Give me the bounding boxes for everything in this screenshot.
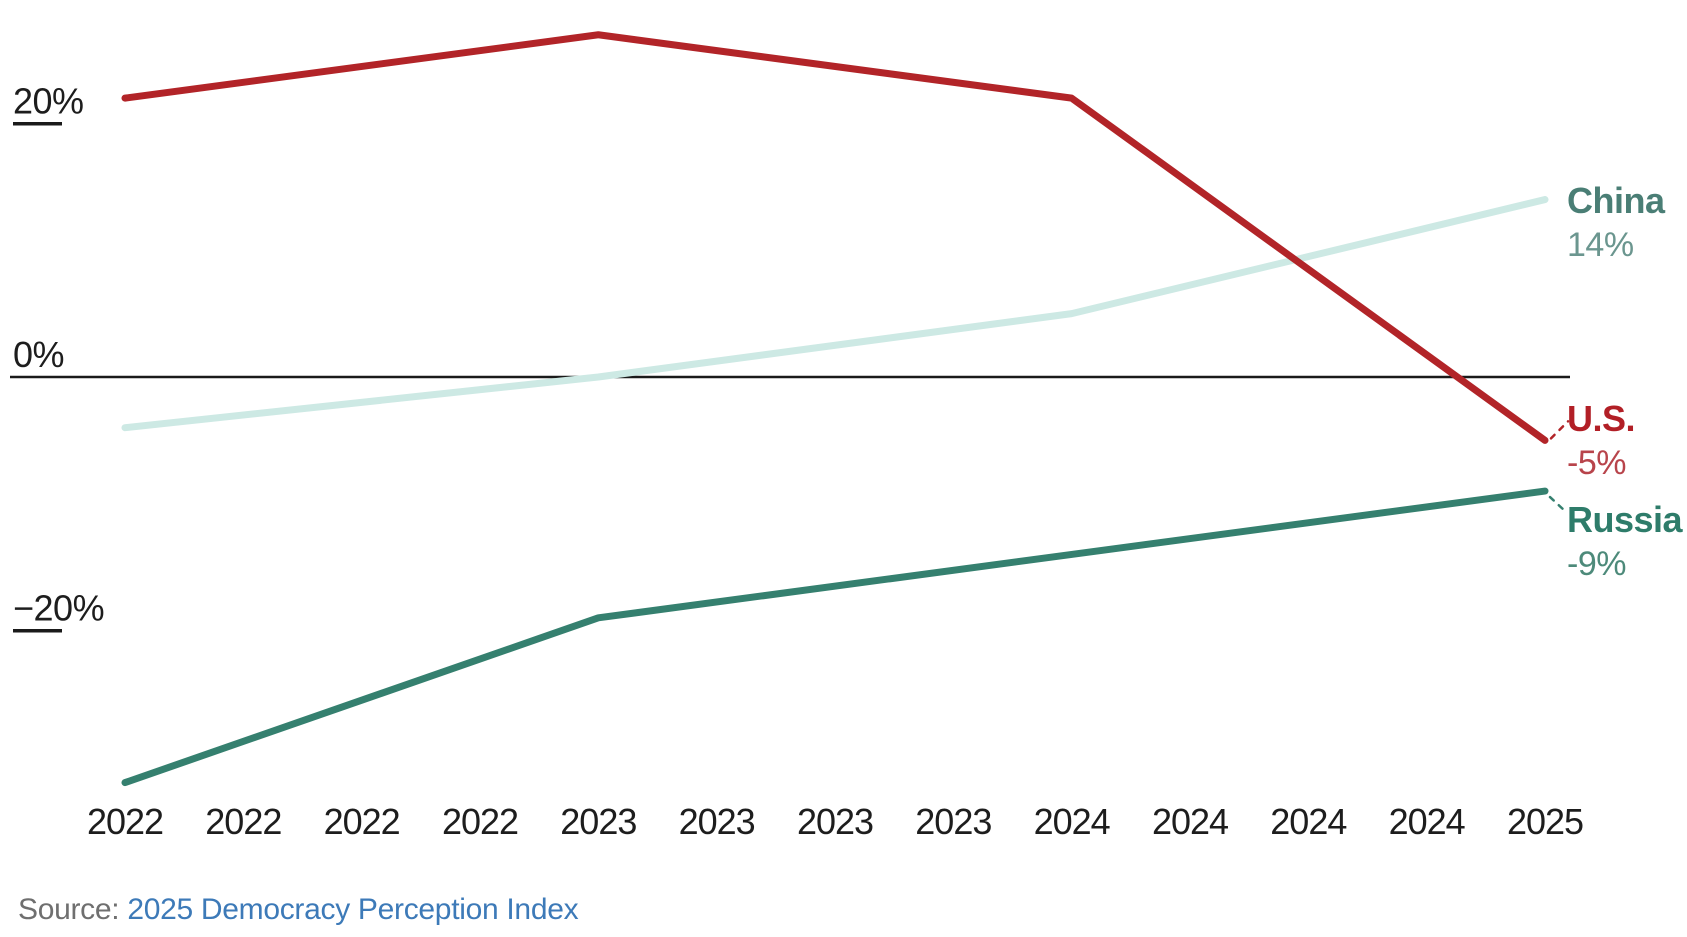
leader-line-us <box>1549 420 1570 440</box>
x-tick-label: 2022 <box>205 801 281 842</box>
series-name-us: U.S. <box>1567 398 1636 439</box>
series-line-china <box>121 196 1549 432</box>
series-name-china: China <box>1567 180 1665 221</box>
y-tick-mark <box>13 629 62 633</box>
x-tick-label: 2023 <box>679 801 755 842</box>
series-value-us: -5% <box>1567 444 1626 482</box>
series-name-russia: Russia <box>1567 499 1683 540</box>
x-tick-label: 2022 <box>324 801 400 842</box>
y-tick-label: −20% <box>13 588 104 629</box>
x-tick-label: 2024 <box>1270 801 1346 842</box>
x-tick-label: 2023 <box>797 801 873 842</box>
chart-svg: 20% 0% −20% 2022 2022 2022 2022 2023 2023 2023 202… <box>10 31 1584 842</box>
x-tick-label: 2023 <box>915 801 991 842</box>
series-value-china: 14% <box>1567 226 1634 264</box>
x-tick-label: 2023 <box>560 801 636 842</box>
source-line: Source: 2025 Democracy Perception Index <box>18 893 579 927</box>
y-tick-label: 0% <box>13 334 64 375</box>
x-tick-label: 2024 <box>1152 801 1228 842</box>
series-line-russia <box>121 487 1549 787</box>
x-tick-label: 2022 <box>87 801 163 842</box>
source-link[interactable]: 2025 Democracy Perception Index <box>127 893 579 926</box>
y-tick-mark <box>13 122 62 126</box>
series-value-russia: -9% <box>1567 545 1626 583</box>
x-tick-label: 2024 <box>1034 801 1110 842</box>
end-label-russia: Russia -9% <box>1567 498 1685 586</box>
end-label-china: China 14% <box>1567 179 1685 267</box>
end-label-us: U.S. -5% <box>1567 397 1685 485</box>
source-prefix: Source: <box>18 893 128 926</box>
y-tick-label: 20% <box>13 81 84 122</box>
leader-line-russia <box>1548 495 1566 512</box>
x-tick-label: 2022 <box>442 801 518 842</box>
series-line-us <box>121 31 1549 444</box>
x-tick-label: 2024 <box>1389 801 1465 842</box>
x-tick-label: 2025 <box>1507 801 1583 842</box>
